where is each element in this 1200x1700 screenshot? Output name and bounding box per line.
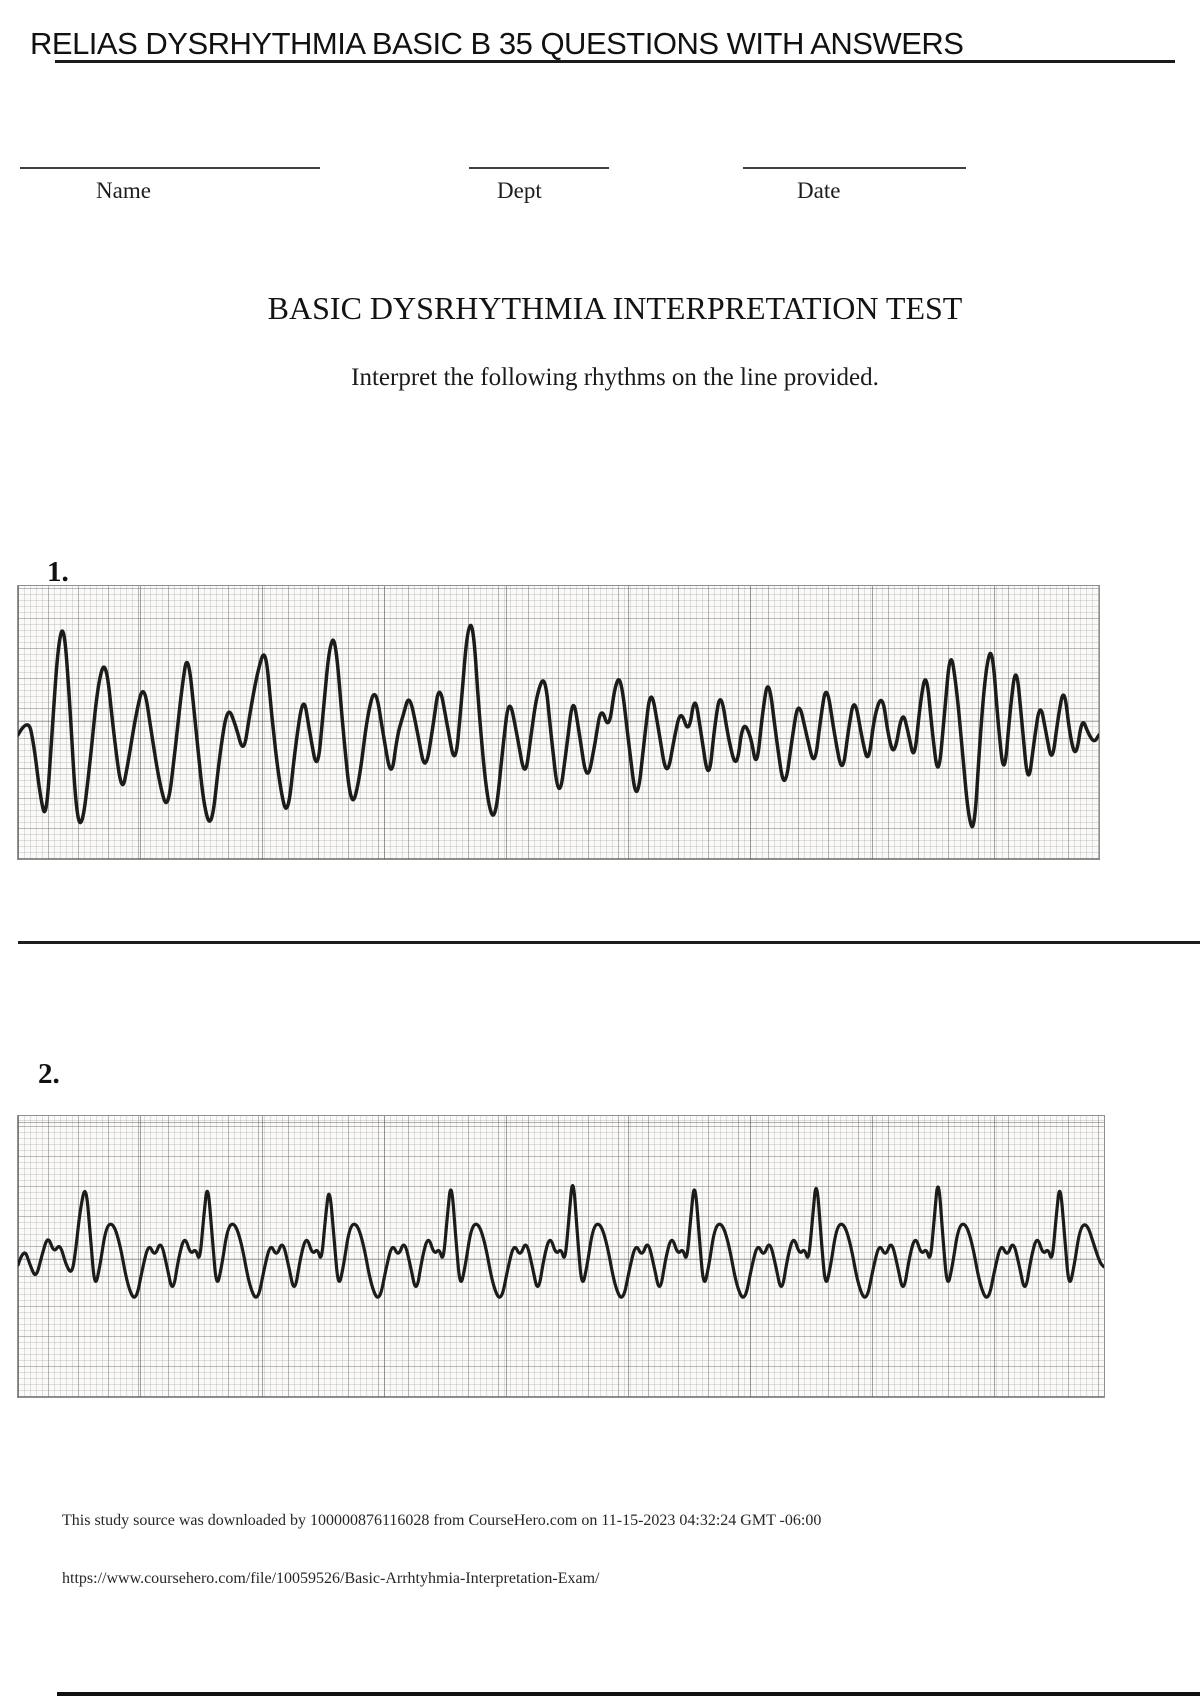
ecg-strip-2 (17, 1115, 1105, 1398)
source-url-link[interactable]: https://www.coursehero.com/file/10059526… (62, 1570, 600, 1587)
download-note: This study source was downloaded by 1000… (62, 1512, 822, 1529)
date-blank-line (743, 167, 966, 169)
ecg-trace-2 (18, 1183, 1104, 1299)
name-field-label: Name (96, 178, 151, 203)
ecg-trace-1 (18, 623, 1099, 829)
dept-field-label: Dept (497, 178, 542, 203)
question-1-number: 1. (47, 556, 69, 588)
name-blank-line (20, 167, 320, 169)
instructions-text: Interpret the following rhythms on the l… (351, 364, 879, 391)
question-2-number: 2. (38, 1058, 60, 1090)
date-field-label: Date (797, 178, 841, 203)
document-title: BASIC DYSRHYTHMIA INTERPRETATION TEST (267, 290, 963, 326)
header-underline (55, 60, 1175, 63)
page-title: RELIAS DYSRHYTHMIA BASIC B 35 QUESTIONS … (30, 26, 964, 61)
ecg-strip-1 (17, 585, 1100, 860)
bottom-rule (57, 1692, 1200, 1696)
answer-line-1 (18, 941, 1200, 944)
dept-blank-line (469, 167, 609, 169)
